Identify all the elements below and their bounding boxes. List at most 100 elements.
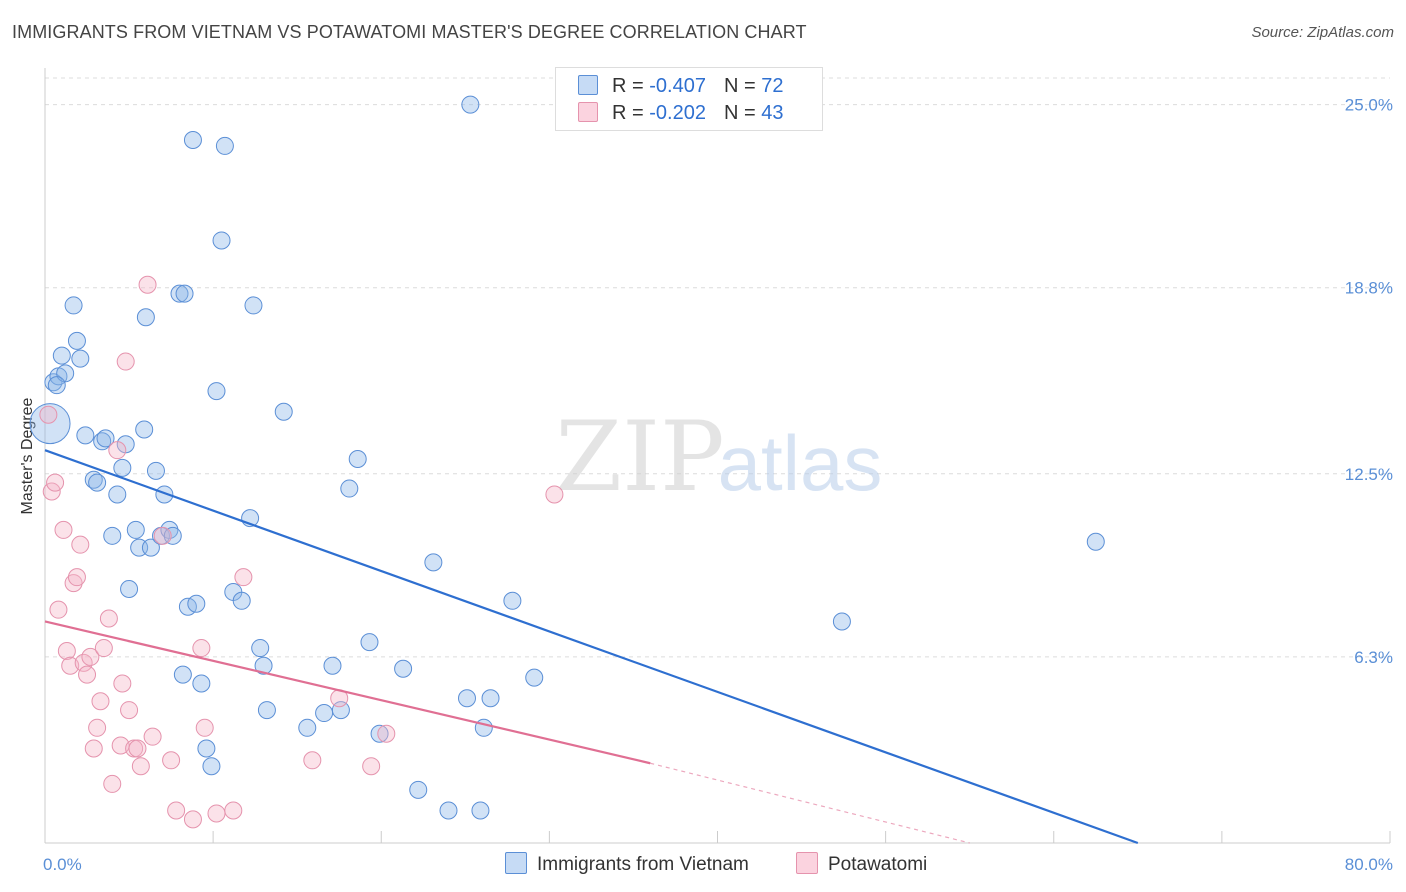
potawatomi-point [131,757,150,776]
vietnam-point [1086,532,1105,551]
legend-r-label: R = [612,75,650,97]
vietnam-point [439,801,458,820]
vietnam-point [370,724,389,743]
legend-r-label: R = [612,102,650,124]
potawatomi-point [103,774,122,793]
potawatomi-point [91,692,110,711]
y-tick-labels: 6.3% 12.5% 18.8% 25.0% [1345,96,1393,667]
vietnam-point [348,450,367,469]
vietnam-point [409,780,428,799]
vietnam-point [146,461,165,480]
y-tick-label: 18.8% [1345,279,1393,298]
legend-row-vietnam: R = -0.407 N = 72 [578,75,783,99]
potawatomi-point [120,701,139,720]
potawatomi-point [162,751,181,770]
vietnam-point [394,659,413,678]
potawatomi-point [71,535,90,554]
potawatomi-trend-line [44,620,651,765]
vietnam-point [251,639,270,658]
vietnam-point [254,656,273,675]
potawatomi-point [207,804,226,823]
vietnam-point [175,284,194,303]
vietnam-point [163,526,182,545]
vietnam-point [183,131,202,150]
vietnam-point [525,668,544,687]
potawatomi-point [195,718,214,737]
potawatomi-point [57,642,76,661]
potawatomi-point [49,600,68,619]
legend-r-value: -0.407 [649,75,706,97]
legend-swatch-pink [578,102,598,122]
vietnam-point [67,331,86,350]
vietnam-point [93,432,112,451]
vietnam-point [155,485,174,504]
legend-item-vietnam: Immigrants from Vietnam [505,852,749,876]
vietnam-point [135,420,154,439]
x-tick-labels: 0.0% 80.0% [43,855,1393,874]
axes [44,68,1391,844]
vietnam-point [88,473,107,492]
x-tick-label: 0.0% [43,855,82,874]
potawatomi-point [167,801,186,820]
potawatomi-point [545,485,564,504]
vietnam-point [274,402,293,421]
stats-legend: R = -0.407 N = 72 R = -0.202 N = 43 [555,67,823,131]
watermark: ZIP atlas [555,401,882,513]
legend-n-label: N = [723,75,762,97]
potawatomi-point [64,574,83,593]
potawatomi-point [54,520,73,539]
legend-label-vietnam: Immigrants from Vietnam [537,854,749,875]
vietnam-point [96,429,115,448]
vietnam-trend-line [44,449,1139,845]
vietnam-point [232,591,251,610]
vietnam-point [187,594,206,613]
legend-n-value: 72 [761,75,784,97]
vietnam-point [141,538,160,557]
potawatomi-point [362,757,381,776]
chart-title: IMMIGRANTS FROM VIETNAM VS POTAWATOMI MA… [12,22,807,42]
potawatomi-point [138,275,157,294]
legend-swatch-blue [578,75,598,95]
series-legend: Immigrants from Vietnam Potawatomi [0,852,1406,878]
vietnam-point [52,346,71,365]
potawatomi-point [153,526,172,545]
y-tick-label: 25.0% [1345,96,1393,115]
potawatomi-point [113,674,132,693]
potawatomi-point [99,609,118,628]
vietnam-point [76,426,95,445]
vietnam-point [457,689,476,708]
vietnam-point [503,591,522,610]
vietnam-point [832,612,851,631]
vietnam-point [340,479,359,498]
potawatomi-point [108,441,127,460]
potawatomi-point [116,352,135,371]
trend-lines [44,449,1139,845]
potawatomi-point [224,801,243,820]
y-tick-label: 12.5% [1345,465,1393,484]
vietnam-point [471,801,490,820]
potawatomi-point [61,656,80,675]
potawatomi-point [183,810,202,829]
legend-swatch-blue [505,852,527,874]
potawatomi-point [234,568,253,587]
potawatomi-point [81,647,100,666]
watermark-zip: ZIP [555,401,724,513]
vietnam-point [120,579,139,598]
potawatomi-point [84,739,103,758]
vietnam-point [197,739,216,758]
potawatomi-point [46,473,65,492]
vietnam-point [298,718,317,737]
potawatomi-point [78,665,97,684]
legend-item-potawatomi: Potawatomi [796,852,927,876]
vietnam-point [461,95,480,114]
vietnam-point [315,704,334,723]
vietnam-point [173,665,192,684]
potawatomi-point [88,718,107,737]
y-tick-label: 6.3% [1354,648,1393,667]
vietnam-point [108,485,127,504]
vietnam-point [202,757,221,776]
potawatomi-point [128,739,147,758]
potawatomi-point [303,751,322,770]
potawatomi-point [39,405,58,424]
